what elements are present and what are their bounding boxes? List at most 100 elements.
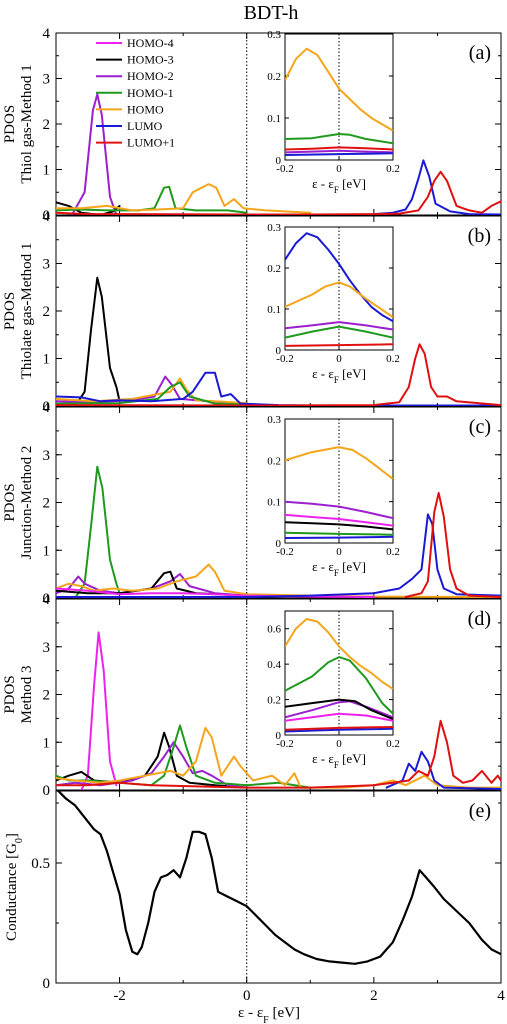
inset-series-group xyxy=(285,618,393,733)
series-line-homo-1 xyxy=(74,465,121,598)
inset-y-tick-label: 0 xyxy=(276,730,282,742)
y-tick-label: 3 xyxy=(43,448,51,464)
inset-x-axis-label: ε - εF [eV] xyxy=(312,559,366,578)
inset-series-line-lumo xyxy=(285,232,393,323)
y-tick-label: 1 xyxy=(43,543,51,559)
y-tick-label: 4 xyxy=(43,26,51,42)
inset: 00.10.20.3-0.2 0 0.2ε - εF [eV] xyxy=(267,414,400,578)
panel-label: (a) xyxy=(469,42,491,64)
series-line-homo xyxy=(56,726,501,789)
panel-label: (c) xyxy=(469,416,491,438)
series-line-homo-1 xyxy=(56,381,248,406)
inset-series-group xyxy=(285,47,393,156)
series-line-lumo xyxy=(385,750,501,790)
y-axis-label-line: PDOS xyxy=(2,105,18,143)
inset-x-axis-label: ε - εF [eV] xyxy=(312,751,366,770)
inset-series-line-homo-1 xyxy=(285,656,393,715)
inset-x-axis-label: ε - εF [eV] xyxy=(312,366,366,385)
series-line-lumo xyxy=(56,371,501,406)
y-axis-label-line: Thiolate gas-Method 1 xyxy=(19,243,35,380)
legend-label: LUMO xyxy=(127,119,163,133)
inset-series-line-lumo xyxy=(285,535,393,539)
legend-label: HOMO xyxy=(127,102,164,116)
series-line-homo-1 xyxy=(56,185,248,214)
x-tick-label: -2 xyxy=(113,988,126,1004)
inset-y-tick-label: 0 xyxy=(276,155,282,167)
inset-series-line-lumo xyxy=(285,727,393,733)
y-tick-label: 4 xyxy=(43,209,51,225)
inset-series-line-homo-2 xyxy=(285,149,393,154)
y-tick-label: 4 xyxy=(43,400,51,416)
x-tick-label: 4 xyxy=(497,988,505,1004)
y-axis-label-line: PDOS xyxy=(2,675,18,713)
inset-series-line-homo xyxy=(285,446,393,480)
y-tick-label: 2 xyxy=(43,304,51,320)
inset-series-line-homo-1 xyxy=(285,325,393,339)
inset-series-line-homo-2 xyxy=(285,500,393,520)
series-line-homo-3 xyxy=(56,731,248,789)
inset: 00.20.40.6-0.2 0 0.2ε - εF [eV] xyxy=(267,610,400,770)
inset-series-line-homo xyxy=(285,618,393,690)
inset-x-tick-label: 0.2 xyxy=(386,353,400,365)
series-line-lumoplus1 xyxy=(56,170,501,215)
series-group xyxy=(56,791,501,965)
inset-y-tick-label: 0 xyxy=(276,538,282,550)
series-line-lumo xyxy=(372,159,501,215)
inset-y-tick-label: 0.2 xyxy=(267,455,281,467)
y-tick-label: 4 xyxy=(43,592,51,608)
y-tick-label: 2 xyxy=(43,117,51,133)
y-axis-label-line: PDOS xyxy=(2,483,18,521)
inset-y-tick-label: 0.1 xyxy=(267,113,281,125)
y-tick-label: 1 xyxy=(43,163,51,179)
series-group xyxy=(56,276,501,406)
inset-y-tick-label: 0.3 xyxy=(267,222,281,234)
inset-series-line-lumo xyxy=(285,152,393,156)
inset-y-tick-label: 0.2 xyxy=(267,695,281,707)
inset-x-tick-label: 0.2 xyxy=(386,163,400,175)
series-line-homo-3 xyxy=(56,570,248,597)
inset-series-line-homo-4 xyxy=(285,712,393,722)
panel-label: (d) xyxy=(468,608,491,630)
y-tick-label: 1 xyxy=(43,352,51,368)
inset-x-tick-label: -0.2 xyxy=(276,163,293,175)
panel-label: (e) xyxy=(469,800,491,822)
y-tick-label: 3 xyxy=(43,640,51,656)
series-line-homo-3 xyxy=(74,276,121,406)
inset-series-line-homo-1 xyxy=(285,531,393,536)
series-group xyxy=(56,93,501,215)
y-axis-label-line: Junction-Method 2 xyxy=(19,446,35,560)
legend: HOMO-4 HOMO-3 HOMO-2 HOMO-1 HOMO LUMO LUMO+1 xyxy=(96,36,175,150)
inset-series-line-homo xyxy=(285,47,393,132)
y-axis-label-line: Conductance [G0] xyxy=(4,833,25,941)
y-axis-label-line: Thiol gas-Method 1 xyxy=(19,64,35,183)
y-tick-label: 1 xyxy=(43,735,51,751)
series-line-lumoplus1 xyxy=(56,719,501,789)
panel-b: 0 1 2 3 4 PDOS Thiolate gas-Method 1 (b) 0 0.1 0.2… xyxy=(2,209,502,415)
inset-x-tick-label: -0.2 xyxy=(276,353,293,365)
inset-y-tick-label: 0 xyxy=(276,345,282,357)
inset-y-tick-label: 0.1 xyxy=(267,497,281,509)
inset-y-tick-label: 0.3 xyxy=(267,414,281,426)
inset-series-group xyxy=(285,446,393,539)
inset-series-line-lumoplus1 xyxy=(285,726,393,731)
inset-x-tick-label: 0 xyxy=(336,163,342,175)
y-tick-label: 0.5 xyxy=(31,856,50,872)
inset-series-line-homo-3 xyxy=(285,521,393,531)
inset-x-tick-label: 0 xyxy=(336,738,342,750)
inset-x-tick-label: 0 xyxy=(336,353,342,365)
y-tick-label: 0 xyxy=(43,591,51,607)
x-axis-label-text: ε - εF [eV] xyxy=(238,1005,300,1024)
inset-x-tick-label: 0.2 xyxy=(386,546,400,558)
inset: 00.10.20.3-0.2 0 0.2ε - εF [eV] xyxy=(267,222,400,385)
inset-x-tick-label: 0.2 xyxy=(386,738,400,750)
inset-series-line-homo-2 xyxy=(285,700,393,719)
y-tick-label: 2 xyxy=(43,688,51,704)
panel-e: 0 0.5 -2 0 2 4 Conductance [G0] (e) xyxy=(4,790,505,1004)
inset: 00.10.20.3-0.2 0 0.2ε - εF [eV] xyxy=(267,29,400,195)
series-group xyxy=(56,631,501,790)
inset-series-line-lumoplus1 xyxy=(285,343,393,347)
inset-series-group xyxy=(285,232,393,347)
